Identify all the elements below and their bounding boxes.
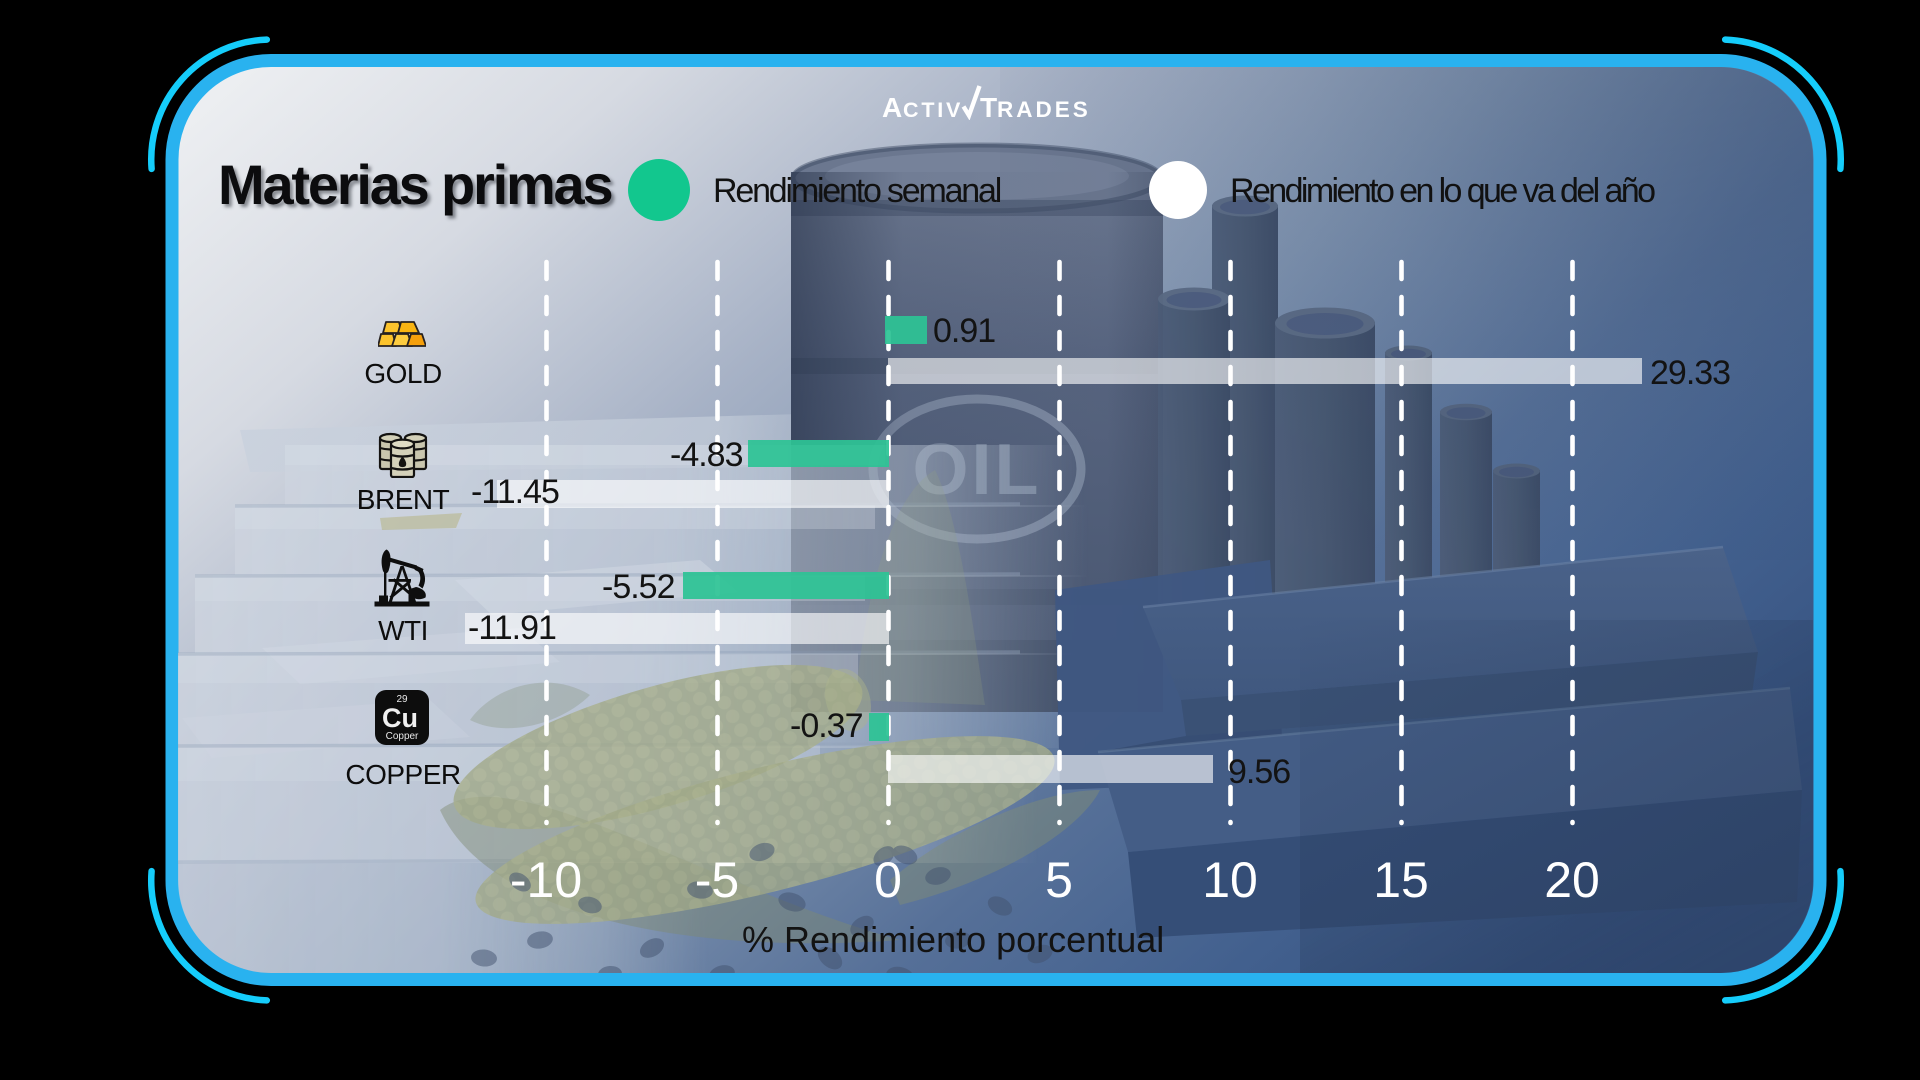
svg-text:RADES: RADES (997, 97, 1091, 120)
svg-text:Cu: Cu (382, 703, 418, 733)
svg-text:A: A (882, 92, 902, 120)
svg-text:29: 29 (396, 694, 408, 705)
svg-text:CTIV: CTIV (903, 98, 963, 120)
svg-text:T: T (980, 92, 997, 120)
svg-text:Copper: Copper (386, 731, 419, 742)
